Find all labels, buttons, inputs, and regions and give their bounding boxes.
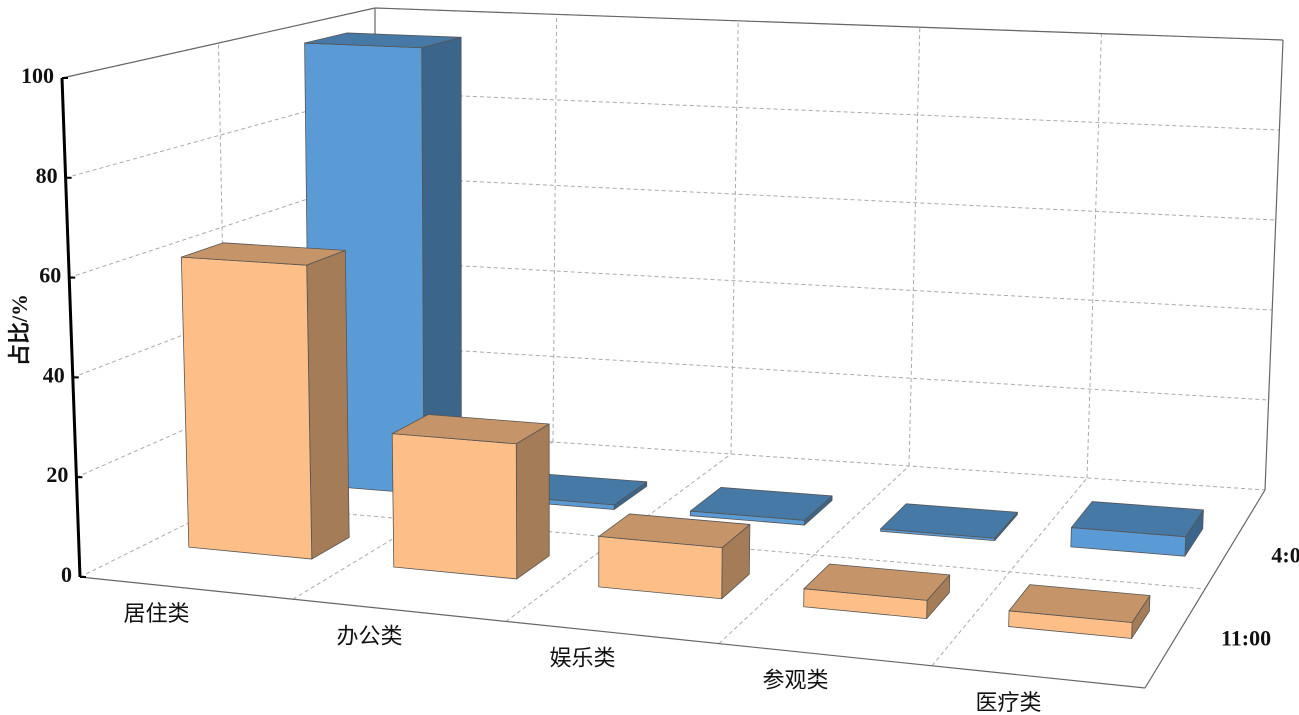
bar-top	[180, 242, 346, 266]
grid-line	[374, 345, 1269, 401]
bar	[1070, 501, 1204, 557]
bar-front	[391, 433, 518, 580]
bar-top	[598, 513, 751, 549]
bar	[598, 513, 751, 600]
wall-line	[552, 14, 558, 443]
bar-side	[306, 249, 350, 560]
bar	[1008, 584, 1151, 639]
bar-top	[689, 487, 833, 521]
y-axis-label: 占比/%	[7, 294, 32, 366]
frame-edge	[61, 7, 376, 79]
frame-edge	[374, 7, 1284, 41]
x-tick-label: 办公类	[336, 623, 402, 648]
bar-top	[304, 32, 462, 49]
bar-top	[1008, 584, 1151, 623]
wall-line	[730, 20, 739, 455]
bar-top	[880, 503, 1018, 539]
bar-side	[515, 423, 550, 580]
bar-top	[1070, 501, 1204, 538]
y-tick-label: 0	[61, 562, 72, 587]
bar-front	[180, 256, 313, 560]
bar	[803, 563, 951, 620]
y-axis	[60, 77, 82, 578]
x-tick-label: 参观类	[762, 668, 828, 693]
grid-line	[374, 176, 1276, 221]
floor-line	[718, 465, 910, 644]
bar	[391, 414, 550, 580]
y-tick-label: 80	[36, 163, 58, 188]
x-tick-label: 居住类	[123, 601, 189, 626]
y-tick-label: 40	[43, 362, 65, 387]
grid-line	[374, 260, 1273, 311]
bar-top	[391, 414, 550, 445]
y-tick-label: 20	[46, 462, 68, 487]
y-tick-label: 100	[21, 63, 54, 88]
bar-top	[803, 563, 951, 601]
y-tick-label: 60	[39, 263, 61, 288]
series-label: 4:00	[1271, 542, 1299, 567]
wall-line	[908, 27, 921, 467]
bar	[689, 487, 833, 526]
frame-edge	[1144, 489, 1266, 689]
frame-edge	[1264, 39, 1284, 491]
series-label: 11:00	[1221, 626, 1271, 651]
frame-edge	[79, 576, 1146, 689]
bar	[880, 503, 1018, 542]
wall-line	[1086, 33, 1102, 479]
grid-line	[374, 91, 1280, 131]
x-tick-label: 医疗类	[975, 690, 1041, 715]
bar	[180, 242, 350, 560]
x-tick-label: 娱乐类	[549, 646, 615, 671]
